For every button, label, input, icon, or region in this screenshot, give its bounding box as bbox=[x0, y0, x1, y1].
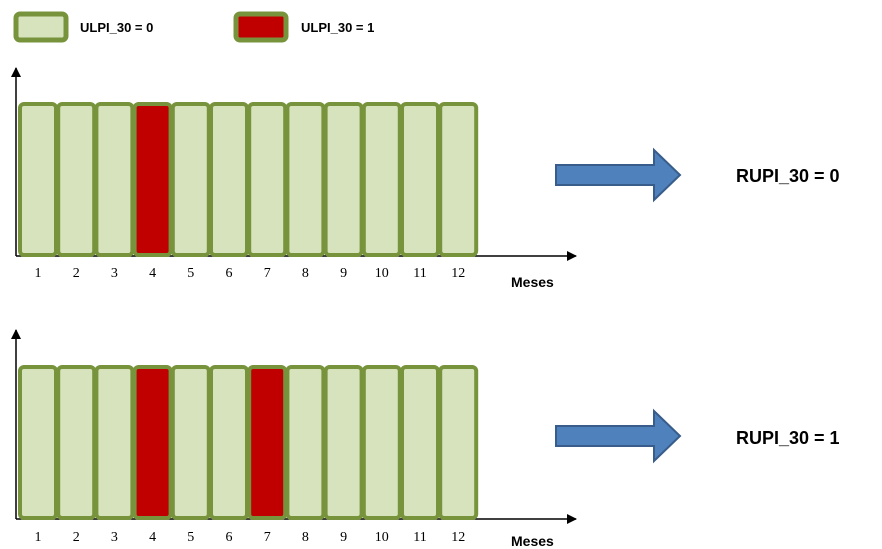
month-tick-label: 5 bbox=[187, 266, 194, 281]
month-bars bbox=[18, 365, 479, 520]
month-tick-label: 12 bbox=[451, 266, 465, 281]
month-bar-4 bbox=[132, 102, 173, 257]
month-tick-label: 8 bbox=[302, 266, 309, 281]
month-bar-12 bbox=[438, 102, 479, 257]
month-bar-9 bbox=[323, 102, 364, 257]
month-bar-6 bbox=[209, 365, 249, 520]
month-bar-11 bbox=[400, 365, 440, 520]
month-tick-label: 5 bbox=[187, 530, 194, 545]
result-arrow-icon bbox=[555, 147, 682, 203]
month-tick-label: 11 bbox=[413, 266, 426, 281]
month-tick-label: 6 bbox=[226, 530, 233, 545]
month-tick-label: 8 bbox=[302, 530, 309, 545]
month-tick-label: 12 bbox=[451, 530, 465, 545]
month-bar-5 bbox=[170, 365, 211, 520]
month-bar-12 bbox=[438, 365, 479, 520]
result-label: RUPI_30 = 0 bbox=[736, 166, 840, 186]
month-bar-11 bbox=[400, 102, 440, 257]
month-bar-7 bbox=[247, 365, 288, 520]
panel-1: 1 2 3 4 5 6 7 8 9 10 11 12 Meses RUPI_30 = 0 bbox=[11, 67, 840, 290]
month-bar-10 bbox=[361, 365, 402, 520]
legend-item-one: ULPI_30 = 1 bbox=[233, 11, 374, 43]
month-bar-1 bbox=[18, 102, 58, 257]
legend: ULPI_30 = 0 ULPI_30 = 1 bbox=[13, 11, 374, 43]
month-tick-label: 4 bbox=[149, 530, 156, 545]
month-bar-3 bbox=[94, 365, 135, 520]
month-bar-5 bbox=[170, 102, 211, 257]
month-tick-label: 11 bbox=[413, 530, 426, 545]
month-tick-label: 6 bbox=[226, 266, 233, 281]
month-bar-2 bbox=[56, 365, 97, 520]
month-bar-1 bbox=[18, 365, 58, 520]
legend-label-zero: ULPI_30 = 0 bbox=[80, 20, 153, 35]
result-label: RUPI_30 = 1 bbox=[736, 428, 840, 448]
month-tick-label: 1 bbox=[35, 530, 42, 545]
legend-swatch-one bbox=[233, 11, 289, 43]
legend-label-one: ULPI_30 = 1 bbox=[301, 20, 374, 35]
month-tick-label: 2 bbox=[73, 530, 80, 545]
month-tick-label: 10 bbox=[375, 530, 389, 545]
month-tick-labels: 1 2 3 4 5 6 7 8 9 10 11 12 bbox=[35, 266, 466, 281]
x-axis-title: Meses bbox=[511, 533, 554, 549]
month-tick-label: 9 bbox=[340, 530, 347, 545]
month-tick-label: 3 bbox=[111, 266, 118, 281]
legend-swatch-zero bbox=[13, 11, 69, 43]
month-bar-9 bbox=[323, 365, 364, 520]
month-bar-8 bbox=[285, 365, 326, 520]
month-tick-label: 2 bbox=[73, 266, 80, 281]
month-tick-label: 3 bbox=[111, 530, 118, 545]
month-bar-2 bbox=[56, 102, 97, 257]
month-bar-10 bbox=[361, 102, 402, 257]
month-tick-label: 10 bbox=[375, 266, 389, 281]
month-tick-label: 7 bbox=[264, 266, 271, 281]
x-axis-title: Meses bbox=[511, 274, 554, 290]
month-tick-label: 4 bbox=[149, 266, 156, 281]
month-tick-label: 9 bbox=[340, 266, 347, 281]
panel-2: 1 2 3 4 5 6 7 8 9 10 11 12 Meses RUPI_30 = 1 bbox=[11, 329, 840, 549]
month-bar-3 bbox=[94, 102, 135, 257]
legend-item-zero: ULPI_30 = 0 bbox=[13, 11, 153, 43]
month-tick-labels: 1 2 3 4 5 6 7 8 9 10 11 12 bbox=[35, 530, 466, 545]
month-tick-label: 1 bbox=[35, 266, 42, 281]
month-bar-7 bbox=[247, 102, 288, 257]
month-tick-label: 7 bbox=[264, 530, 271, 545]
month-bar-4 bbox=[132, 365, 173, 520]
month-bar-6 bbox=[209, 102, 249, 257]
month-bar-8 bbox=[285, 102, 326, 257]
result-arrow-icon bbox=[555, 408, 682, 464]
month-bars bbox=[18, 102, 479, 257]
